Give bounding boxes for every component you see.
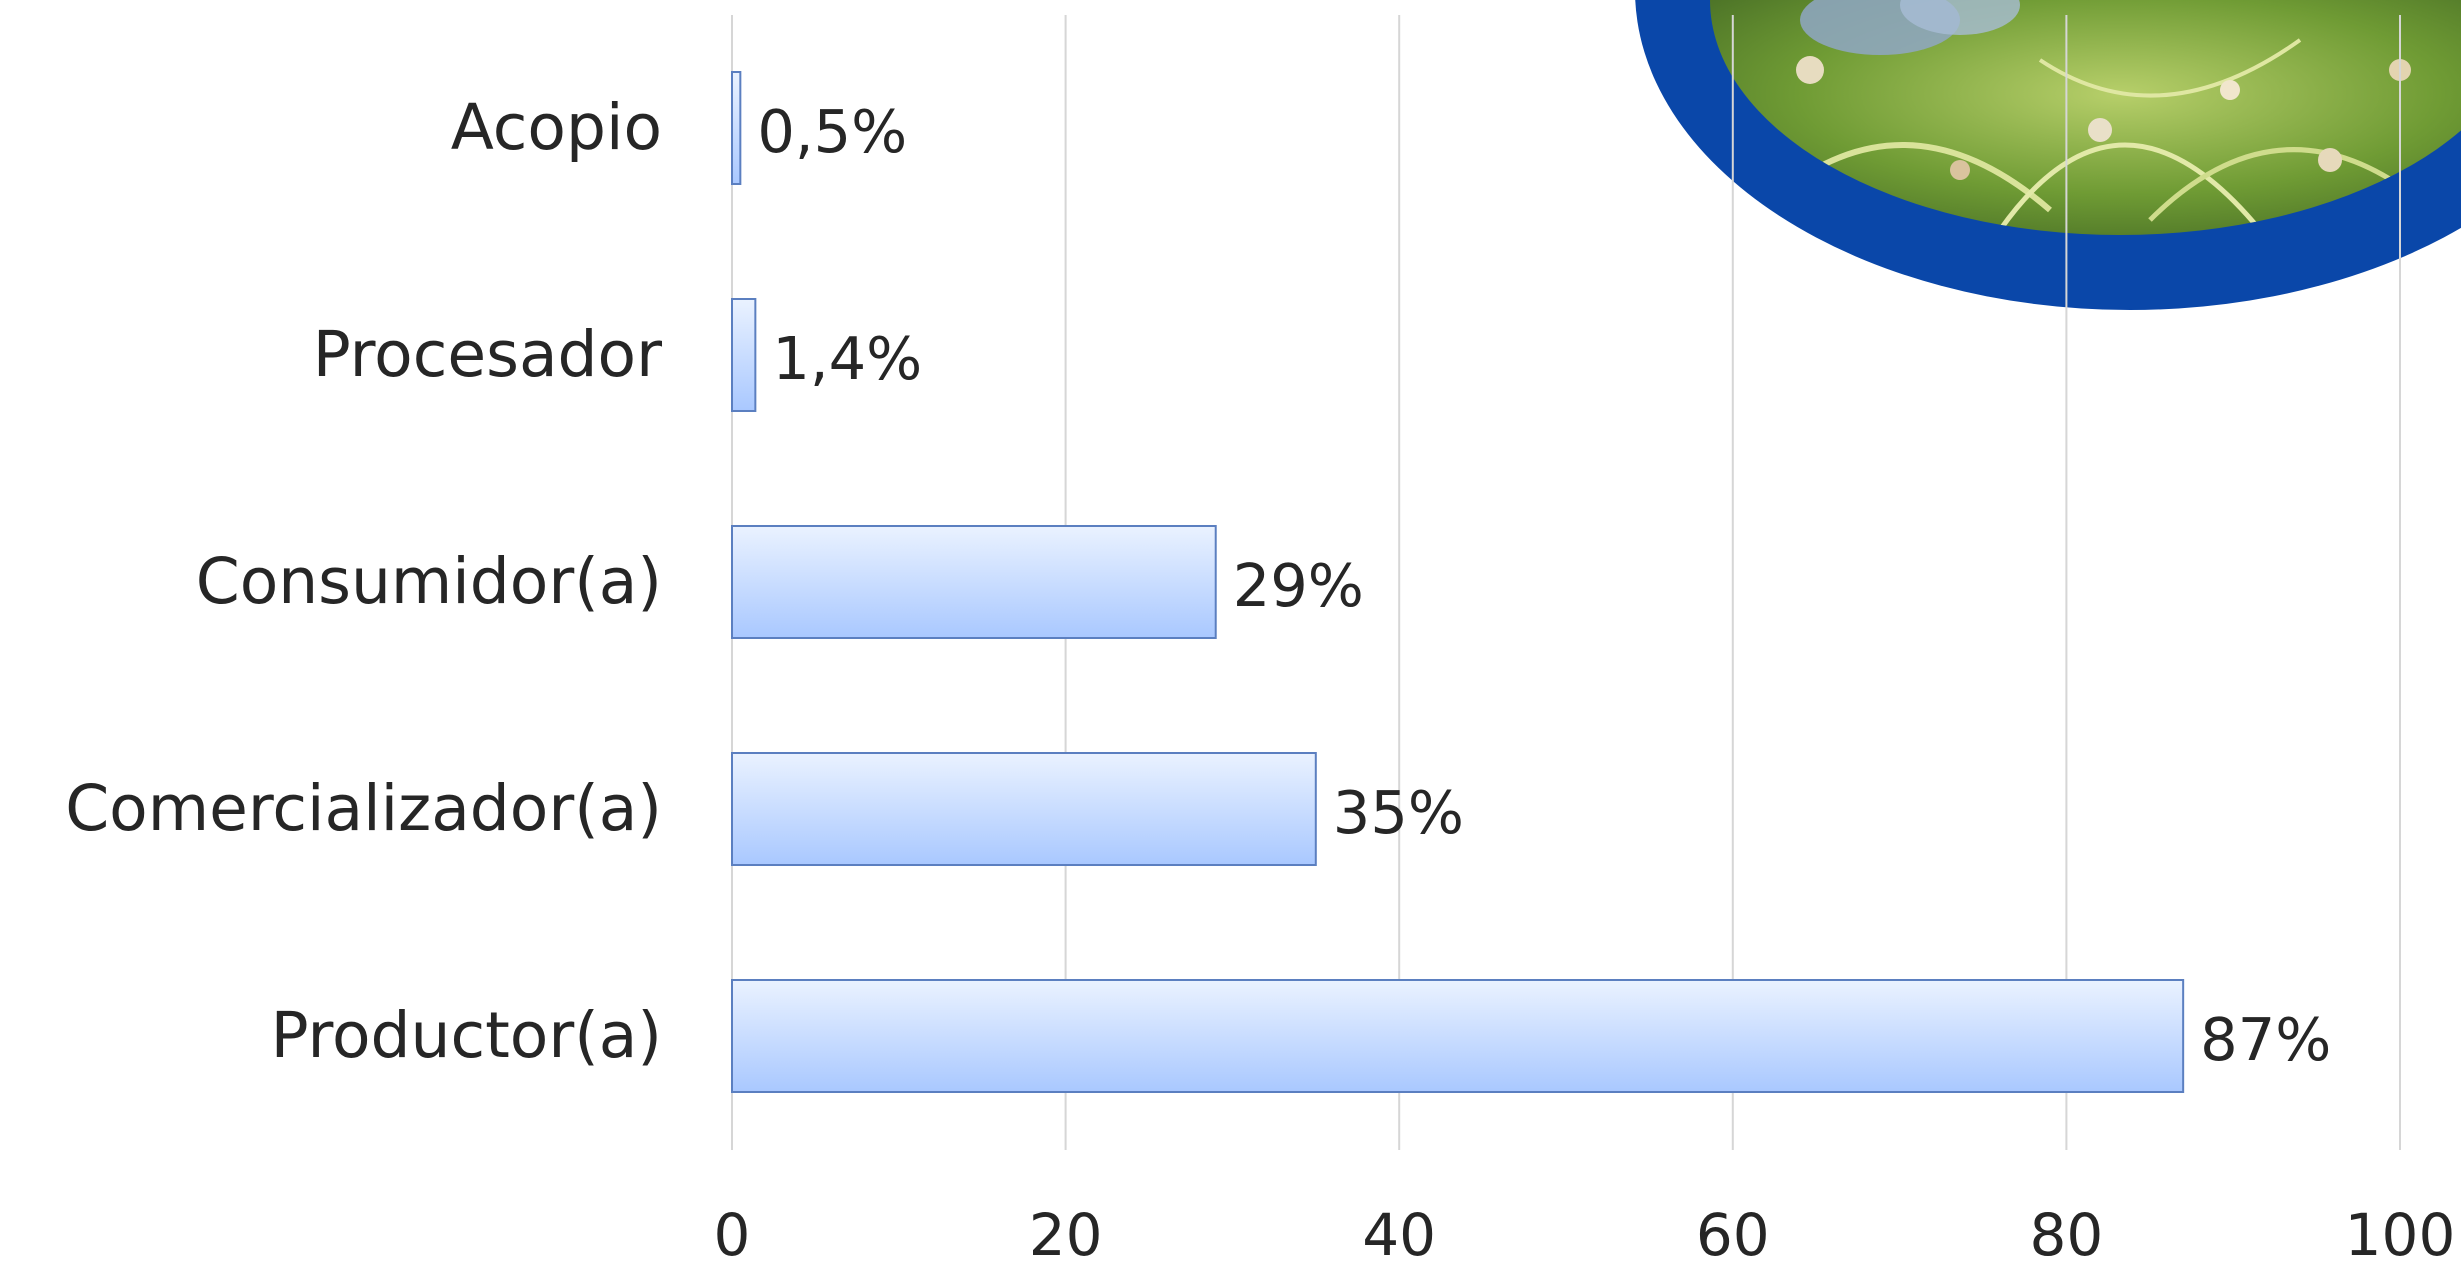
x-tick-label: 20	[1029, 1201, 1103, 1266]
category-label: Procesador	[313, 318, 662, 391]
bar	[731, 979, 2185, 1093]
data-label: 1,4%	[772, 324, 922, 393]
data-labels: 0,5% 1,4% 29% 35% 87%	[757, 97, 2331, 1074]
category-labels: Acopio Procesador Consumidor(a) Comercializ…	[65, 91, 662, 1072]
category-label: Comercializador(a)	[65, 772, 662, 845]
x-tick-label: 0	[714, 1201, 751, 1266]
category-label: Productor(a)	[271, 999, 662, 1072]
data-label: 0,5%	[757, 97, 907, 166]
x-tick-label: 60	[1696, 1201, 1770, 1266]
data-label: 87%	[2200, 1005, 2331, 1074]
bar	[731, 752, 1317, 866]
x-tick-label: 80	[2029, 1201, 2103, 1266]
bars	[731, 71, 2185, 1093]
x-tick-label: 40	[1362, 1201, 1436, 1266]
bar	[731, 525, 1217, 639]
category-label: Consumidor(a)	[196, 545, 662, 618]
category-label: Acopio	[451, 91, 662, 164]
data-label: 35%	[1333, 778, 1464, 847]
bar	[731, 298, 757, 412]
data-label: 29%	[1233, 551, 1364, 620]
decorative-photo	[1635, 0, 2461, 310]
bar	[731, 71, 742, 185]
x-axis-ticks: 0 20 40 60 80 100	[714, 1201, 2456, 1269]
x-tick-label: 100	[2345, 1201, 2456, 1266]
